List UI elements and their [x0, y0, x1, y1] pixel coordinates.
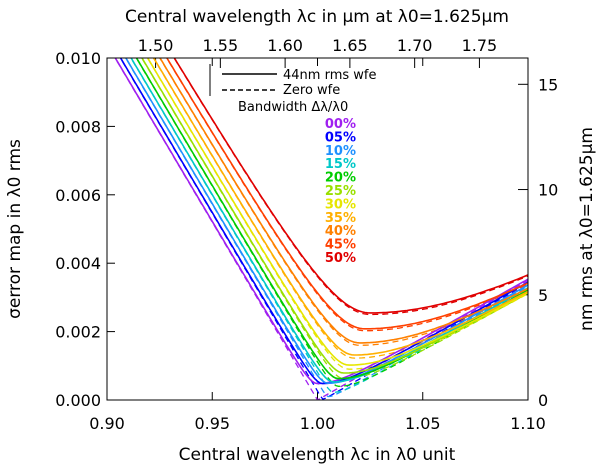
legend-dashed-label: Zero wfe [283, 83, 340, 98]
wfe-44nm-curve-05pct [119, 58, 528, 385]
legend-bandwidth-25pct: 25% [325, 184, 356, 199]
x-tick-label: 1.05 [405, 414, 441, 433]
top-axis-title: Central wavelength λc in μm at λ0=1.625μ… [125, 7, 509, 27]
legend-bandwidth-45pct: 45% [325, 238, 356, 253]
x-tick-label: 0.90 [89, 414, 125, 433]
y-tick-label: 0.002 [55, 323, 101, 342]
legend-solid-label: 44nm rms wfe [283, 68, 376, 83]
y-tick-label: 0.004 [55, 254, 101, 273]
wfe-44nm-curve-50pct [173, 58, 528, 314]
legend-bandwidth-title: Bandwidth Δλ/λ0 [238, 100, 348, 115]
legend-bandwidth-50pct: 50% [325, 251, 356, 266]
zero-wfe-curve-40pct [159, 58, 528, 346]
x-tick-label: 1.10 [510, 414, 546, 433]
zero-wfe-curve-25pct [141, 58, 528, 380]
curve-group [114, 58, 528, 400]
right-tick-label: 15 [538, 75, 558, 94]
zero-wfe-curve-15pct [130, 58, 528, 393]
plot-frame [106, 57, 529, 401]
top-tick-label: 1.50 [138, 36, 174, 55]
wfe-44nm-curve-45pct [165, 58, 528, 330]
top-tick-label: 1.55 [203, 36, 239, 55]
right-tick-label: 10 [538, 181, 558, 200]
zero-wfe-curve-20pct [135, 58, 528, 387]
y-tick-label: 0.000 [55, 391, 101, 410]
top-tick-label: 1.70 [397, 36, 433, 55]
legend-bandwidth-40pct: 40% [325, 224, 356, 239]
wfe-44nm-curve-15pct [130, 58, 528, 383]
axis-ticks: 0.90 0.95 1.00 1.05 1.10 0.000 0.002 0.004 0.006… [55, 36, 558, 433]
x-tick-label: 0.95 [194, 414, 230, 433]
legend-bandwidth-35pct: 35% [325, 211, 356, 226]
legend-bandwidth-10pct: 10% [325, 144, 356, 159]
right-tick-label: 0 [538, 391, 548, 410]
wfe-44nm-curve-40pct [159, 58, 528, 344]
wfe-44nm-curve-30pct [146, 58, 528, 366]
legend-bandwidth-15pct: 15% [325, 157, 356, 172]
right-tick-label: 5 [538, 286, 548, 305]
y-tick-label: 0.008 [55, 117, 101, 136]
legend: 44nm rms wfe Zero wfe Bandwidth Δλ/λ0 00… [209, 64, 376, 266]
y-axis-title: σerror map in λ0 rms [5, 139, 25, 319]
y-tick-label: 0.006 [55, 186, 101, 205]
x-axis-title: Central wavelength λc in λ0 unit [179, 445, 456, 465]
legend-bandwidth-00pct: 00% [325, 117, 356, 132]
right-axis-title: nm rms at λ0=1.625μm [577, 127, 597, 331]
wfe-44nm-curve-35pct [152, 58, 528, 356]
top-tick-label: 1.60 [267, 36, 303, 55]
wfe-44nm-curve-00pct [114, 58, 528, 385]
top-tick-label: 1.65 [332, 36, 368, 55]
zero-wfe-curve-05pct [119, 58, 528, 400]
legend-bandwidth-30pct: 30% [325, 197, 356, 212]
y-tick-label: 0.010 [55, 49, 101, 68]
legend-bandwidth-05pct: 05% [325, 130, 356, 145]
legend-bandwidth-20pct: 20% [325, 171, 356, 186]
zero-wfe-curve-45pct [165, 58, 528, 332]
x-tick-label: 1.00 [300, 414, 336, 433]
top-tick-label: 1.75 [462, 36, 498, 55]
wfe-44nm-curve-10pct [124, 58, 528, 384]
